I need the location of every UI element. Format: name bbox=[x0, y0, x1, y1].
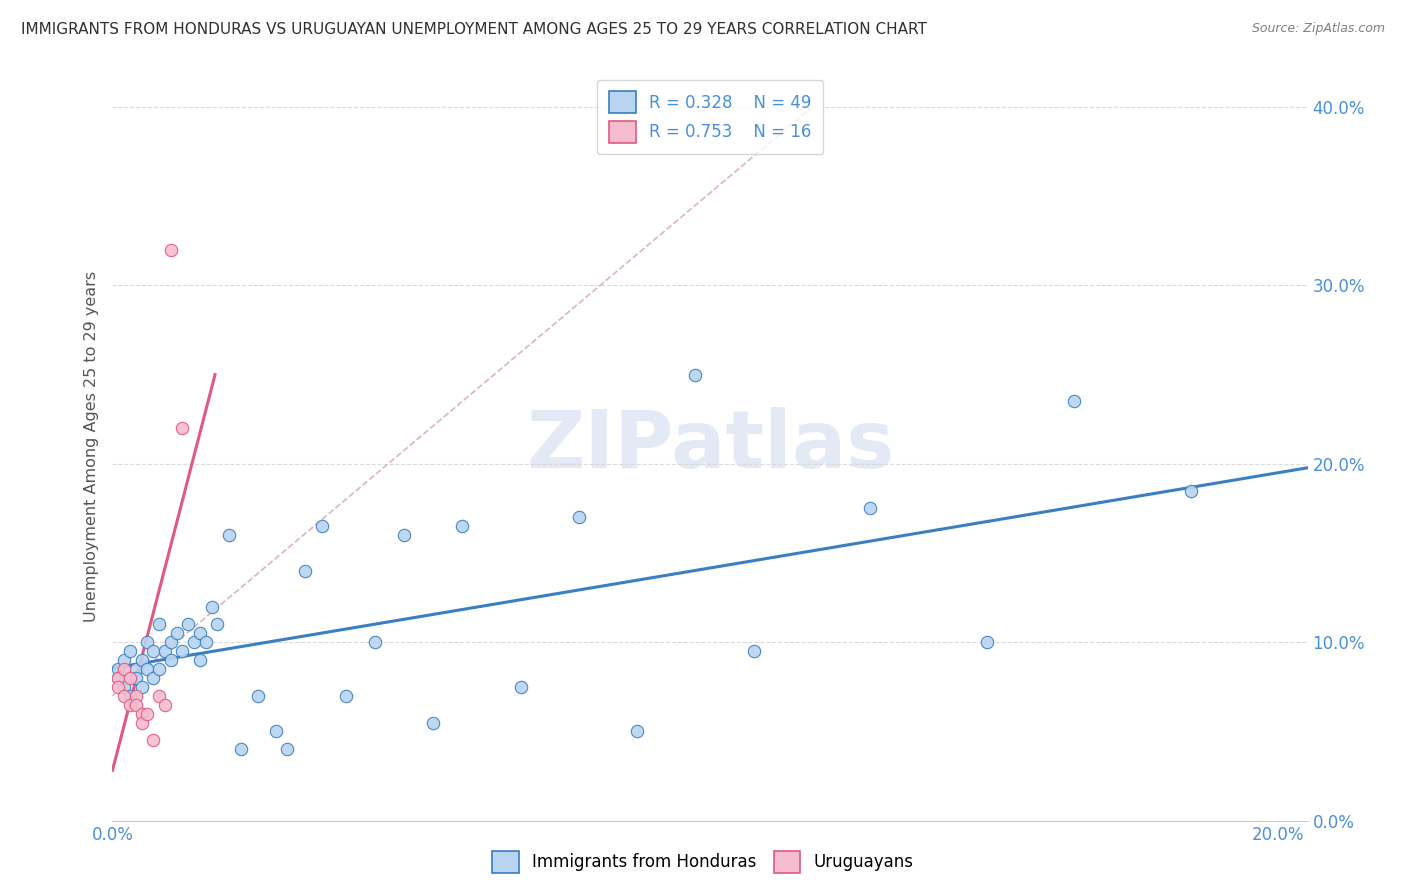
Point bbox=[172, 644, 194, 658]
Point bbox=[148, 617, 170, 632]
Point bbox=[159, 243, 181, 257]
Point bbox=[1063, 394, 1085, 409]
Point bbox=[125, 698, 148, 712]
Point bbox=[159, 653, 181, 667]
Point bbox=[118, 671, 141, 685]
Point bbox=[131, 706, 153, 721]
Point bbox=[125, 689, 148, 703]
Point bbox=[200, 599, 222, 614]
Point bbox=[148, 662, 170, 676]
Point bbox=[142, 644, 165, 658]
Point bbox=[177, 617, 200, 632]
Point bbox=[107, 671, 129, 685]
Point bbox=[335, 689, 357, 703]
Point bbox=[118, 689, 141, 703]
Point bbox=[112, 689, 135, 703]
Point bbox=[159, 635, 181, 649]
Point bbox=[136, 635, 159, 649]
Point bbox=[742, 644, 765, 658]
Point bbox=[392, 528, 415, 542]
Point bbox=[1180, 483, 1202, 498]
Point bbox=[142, 671, 165, 685]
Point bbox=[422, 715, 444, 730]
Point bbox=[976, 635, 998, 649]
Legend: R = 0.328    N = 49, R = 0.753    N = 16: R = 0.328 N = 49, R = 0.753 N = 16 bbox=[598, 79, 823, 154]
Point bbox=[153, 698, 176, 712]
Point bbox=[136, 662, 159, 676]
Text: IMMIGRANTS FROM HONDURAS VS URUGUAYAN UNEMPLOYMENT AMONG AGES 25 TO 29 YEARS COR: IMMIGRANTS FROM HONDURAS VS URUGUAYAN UN… bbox=[21, 22, 927, 37]
Point bbox=[118, 644, 141, 658]
Point bbox=[131, 715, 153, 730]
Point bbox=[131, 680, 153, 694]
Text: ZIPatlas: ZIPatlas bbox=[526, 407, 894, 485]
Point bbox=[107, 662, 129, 676]
Text: Source: ZipAtlas.com: Source: ZipAtlas.com bbox=[1251, 22, 1385, 36]
Point bbox=[188, 626, 211, 640]
Point bbox=[859, 501, 882, 516]
Point bbox=[112, 653, 135, 667]
Point bbox=[166, 626, 188, 640]
Point bbox=[112, 680, 135, 694]
Point bbox=[218, 528, 240, 542]
Y-axis label: Unemployment Among Ages 25 to 29 years: Unemployment Among Ages 25 to 29 years bbox=[84, 270, 100, 622]
Point bbox=[207, 617, 229, 632]
Point bbox=[125, 671, 148, 685]
Point bbox=[194, 635, 217, 649]
Point bbox=[148, 689, 170, 703]
Point bbox=[107, 671, 129, 685]
Point bbox=[188, 653, 211, 667]
Point bbox=[364, 635, 387, 649]
Point bbox=[136, 706, 159, 721]
Point bbox=[118, 698, 141, 712]
Point bbox=[509, 680, 531, 694]
Point bbox=[451, 519, 474, 533]
Point bbox=[264, 724, 287, 739]
Point bbox=[153, 644, 176, 658]
Point bbox=[172, 421, 194, 435]
Point bbox=[142, 733, 165, 747]
Point bbox=[125, 662, 148, 676]
Point bbox=[685, 368, 707, 382]
Point bbox=[568, 510, 591, 524]
Point bbox=[311, 519, 333, 533]
Point bbox=[626, 724, 648, 739]
Point bbox=[183, 635, 205, 649]
Point bbox=[229, 742, 252, 756]
Point bbox=[107, 680, 129, 694]
Point bbox=[131, 653, 153, 667]
Point bbox=[112, 662, 135, 676]
Point bbox=[294, 564, 316, 578]
Legend: Immigrants from Honduras, Uruguayans: Immigrants from Honduras, Uruguayans bbox=[486, 845, 920, 880]
Point bbox=[276, 742, 298, 756]
Point bbox=[247, 689, 270, 703]
